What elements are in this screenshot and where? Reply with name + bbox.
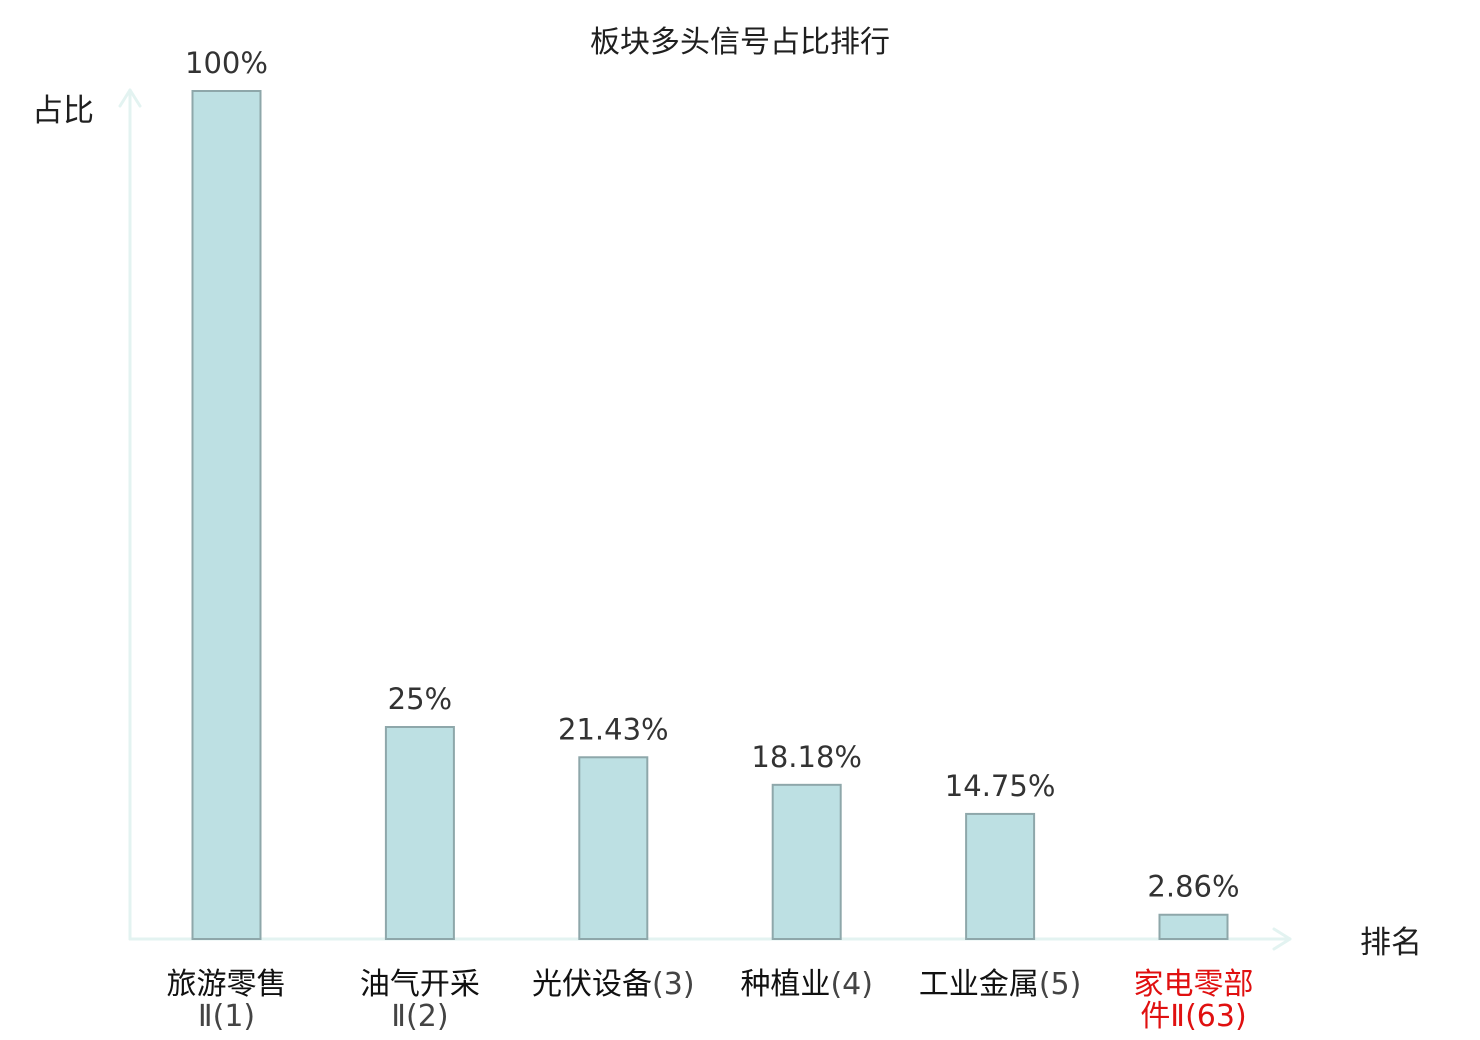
x-tick-label: 家电零部件Ⅱ(63) xyxy=(1134,967,1254,1034)
bar xyxy=(191,90,262,940)
y-axis-label: 占比 xyxy=(32,93,94,129)
x-tick-label: 旅游零售 Ⅱ(1) xyxy=(167,967,287,1034)
bar-value-label: 25% xyxy=(388,682,452,716)
y-axis-arrow xyxy=(118,88,142,108)
x-tick-label: 光伏设备(3) xyxy=(532,967,695,1002)
x-axis-label: 排名 xyxy=(1360,925,1422,961)
x-tick-labels-group: 旅游零售 Ⅱ(1) 油气开采 Ⅱ(2) 光伏设备(3) 种植业(4) 工业金属(5) 家电零部… xyxy=(167,967,1254,1034)
bar xyxy=(384,726,455,940)
bar-value-label: 100% xyxy=(185,46,268,80)
bar xyxy=(771,783,842,941)
x-tick-label: 工业金属(5) xyxy=(919,967,1082,1002)
chart-title: 板块多头信号占比排行 xyxy=(590,25,890,60)
x-axis-arrow xyxy=(1272,927,1292,951)
bar-value-label: 14.75% xyxy=(945,769,1056,803)
bars-group xyxy=(191,90,1229,941)
bar xyxy=(1158,913,1229,940)
x-tick-label: 油气开采 Ⅱ(2) xyxy=(360,967,480,1034)
x-tick-label: 种植业(4) xyxy=(740,967,873,1002)
value-labels-group: 100% 25% 21.43% 18.18% 14.75% 2.86% xyxy=(185,46,1240,904)
bar-value-label: 18.18% xyxy=(751,740,862,774)
bar-value-label: 21.43% xyxy=(558,712,669,746)
bar xyxy=(965,812,1036,940)
axes xyxy=(118,88,1292,951)
bar-value-label: 2.86% xyxy=(1147,870,1239,904)
bar xyxy=(578,756,649,941)
